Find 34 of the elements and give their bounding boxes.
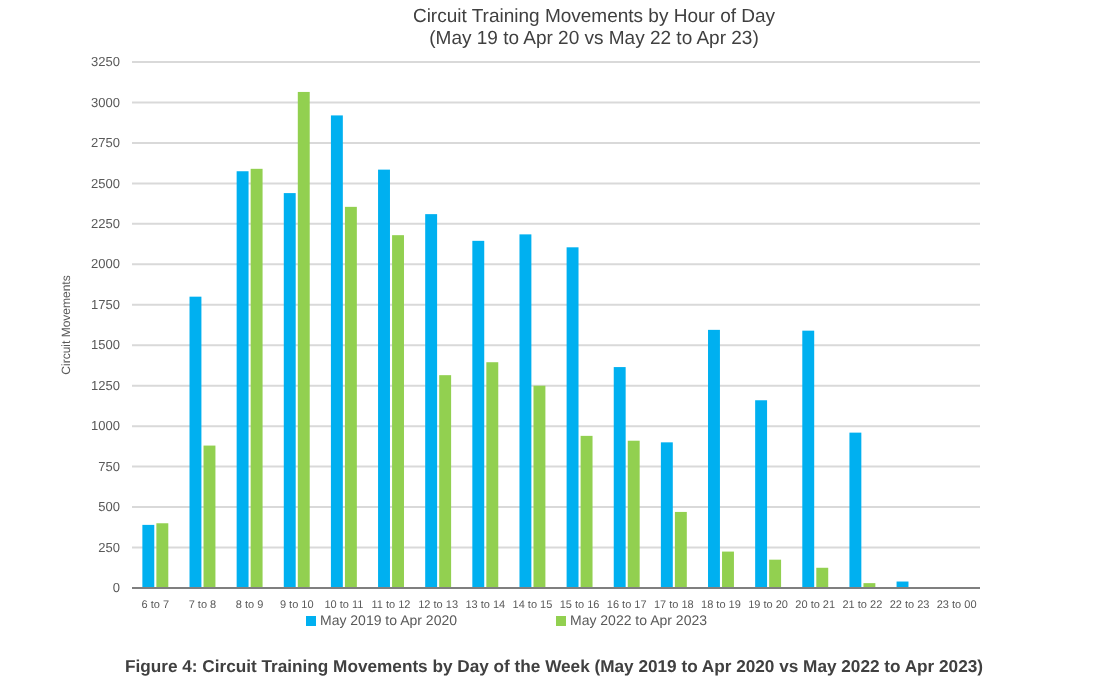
- bar: [849, 432, 862, 588]
- bar: [425, 214, 438, 588]
- bar: [708, 329, 720, 588]
- bar: [816, 567, 829, 588]
- chart-title: Circuit Training Movements by Hour of Day: [412, 6, 776, 28]
- bar: [566, 247, 579, 588]
- bar: [519, 234, 532, 588]
- bar: [203, 445, 216, 588]
- bar: [439, 375, 452, 588]
- bar: [378, 169, 390, 588]
- bar: [344, 206, 357, 588]
- bar: [769, 559, 782, 588]
- bar: [142, 524, 155, 588]
- bar: [533, 385, 546, 588]
- bar: [250, 168, 263, 588]
- bar: [392, 235, 404, 588]
- bar: [189, 296, 202, 588]
- bar: [580, 435, 593, 588]
- bar: [486, 362, 499, 588]
- bar: [283, 193, 296, 588]
- chart-subtitle: (May 19 to Apr 20 vs May 22 to Apr 23): [429, 28, 759, 50]
- bar: [156, 523, 169, 588]
- bar: [660, 442, 673, 588]
- bar: [297, 91, 310, 588]
- caption: Figure 4: Circuit Training Movements by Day of the Week (May 2019 to Apr 2020 vs May 2022 to Apr 2023): [124, 656, 984, 676]
- bar: [472, 240, 485, 588]
- bar: [674, 511, 687, 588]
- bar: [236, 171, 249, 588]
- bar: [722, 551, 734, 588]
- bar: [802, 330, 815, 588]
- bar: [755, 400, 768, 588]
- bar: [627, 440, 640, 588]
- bar: [613, 367, 626, 588]
- bar: [330, 115, 343, 588]
